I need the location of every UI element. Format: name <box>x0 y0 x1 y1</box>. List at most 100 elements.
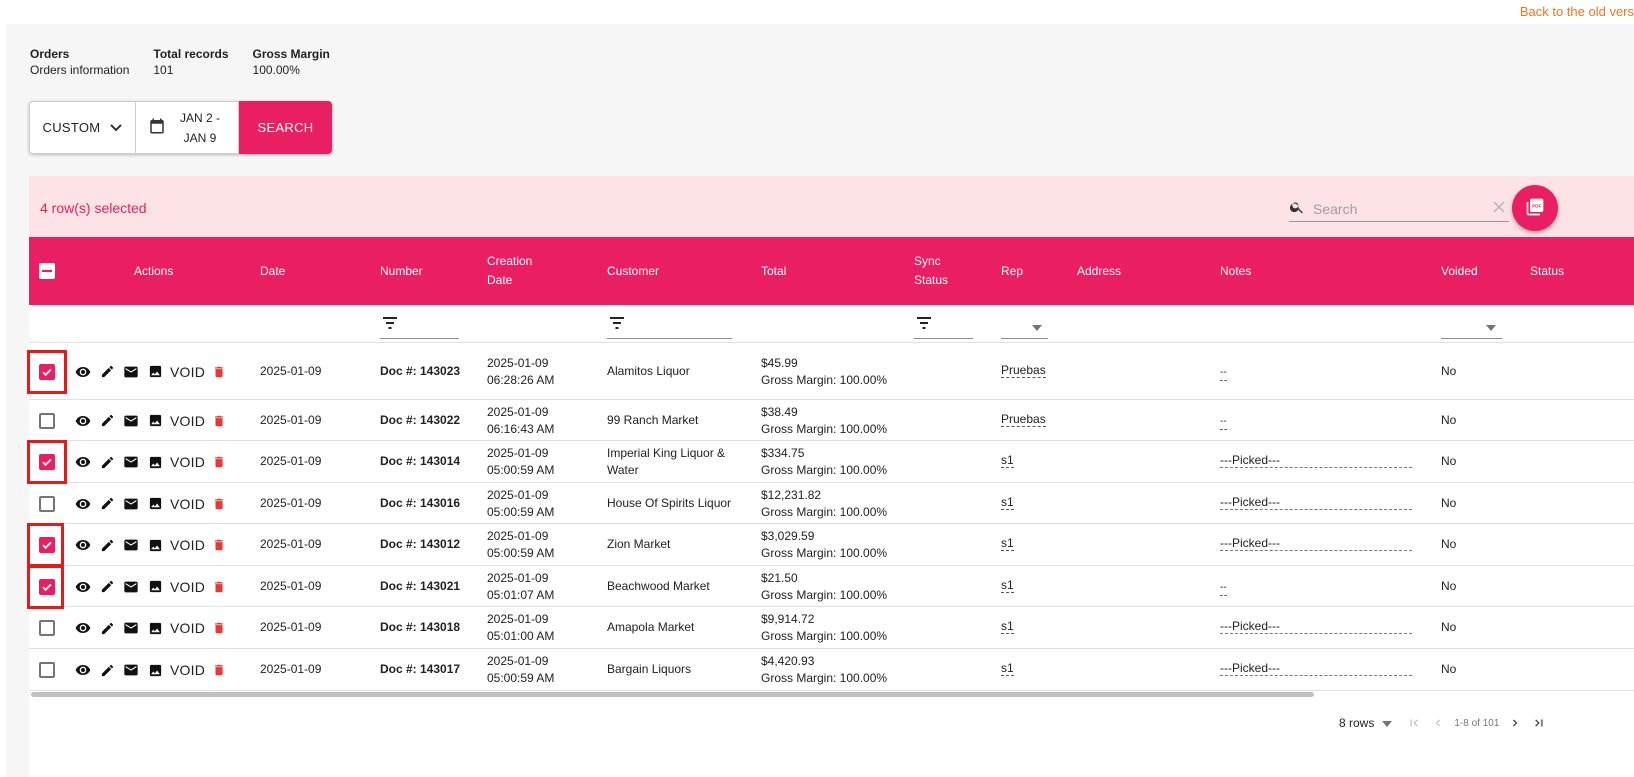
rep-value[interactable]: s1 <box>1001 494 1014 510</box>
notes-value[interactable]: -- <box>1220 415 1227 430</box>
rep-value[interactable]: Pruebas <box>1001 362 1046 378</box>
rep-value[interactable]: s1 <box>1001 661 1014 676</box>
edit-icon[interactable] <box>95 492 119 516</box>
date-range-picker[interactable]: JAN 2 - JAN 9 <box>135 101 239 154</box>
delete-icon[interactable] <box>207 575 231 599</box>
delete-icon[interactable] <box>207 450 231 474</box>
col-number[interactable]: Number <box>380 263 423 278</box>
col-total[interactable]: Total <box>761 263 787 278</box>
table-row[interactable] <box>29 524 1634 566</box>
void-button[interactable]: VOID <box>170 363 206 380</box>
cell-number[interactable]: Doc #: 143017 <box>380 662 461 676</box>
edit-icon[interactable] <box>95 409 119 433</box>
cell-number[interactable]: Doc #: 143016 <box>380 495 461 510</box>
back-to-old-version-link[interactable]: Back to the old vers <box>1519 4 1634 19</box>
cell-number[interactable]: Doc #: 143018 <box>380 620 461 634</box>
notes-value[interactable]: -- <box>1220 581 1227 596</box>
col-address[interactable]: Address <box>1077 263 1122 278</box>
edit-icon[interactable] <box>95 450 119 474</box>
row-checkbox[interactable] <box>39 495 55 512</box>
cell-rep[interactable]: s1 <box>1001 453 1014 468</box>
view-icon[interactable] <box>71 575 95 599</box>
voided-filter-select[interactable] <box>1441 314 1502 339</box>
cell-number[interactable]: Doc #: 143022 <box>380 412 461 427</box>
col-creation-date[interactable]: Creation Date <box>487 237 532 305</box>
select-all-checkbox[interactable] <box>39 237 55 305</box>
col-customer[interactable]: Customer <box>607 263 660 278</box>
delete-icon[interactable] <box>207 360 231 384</box>
edit-icon[interactable] <box>95 533 119 557</box>
view-icon[interactable] <box>71 492 95 516</box>
edit-icon[interactable] <box>95 616 119 640</box>
view-icon[interactable] <box>71 409 95 433</box>
image-icon[interactable] <box>143 409 167 433</box>
cell-rep[interactable]: Pruebas <box>1001 363 1046 378</box>
cell-notes[interactable]: ---Picked--- <box>1220 619 1412 634</box>
delete-icon[interactable] <box>207 492 231 516</box>
image-icon[interactable] <box>143 575 167 599</box>
image-icon[interactable] <box>143 616 167 640</box>
last-page-icon[interactable] <box>1527 711 1551 735</box>
email-icon[interactable] <box>119 575 143 599</box>
cell-notes[interactable]: -- <box>1220 366 1227 381</box>
col-voided[interactable]: Voided <box>1441 263 1478 278</box>
cell-notes[interactable]: -- <box>1220 581 1227 596</box>
void-button[interactable]: VOID <box>170 495 206 512</box>
image-icon[interactable] <box>143 492 167 516</box>
number-filter[interactable] <box>380 314 459 339</box>
row-checkbox[interactable] <box>39 412 55 429</box>
notes-value[interactable]: ---Picked--- <box>1220 495 1412 510</box>
delete-icon[interactable] <box>207 658 231 682</box>
view-icon[interactable] <box>71 360 95 384</box>
cell-number[interactable]: Doc #: 143014 <box>380 454 461 468</box>
view-icon[interactable] <box>71 658 95 682</box>
dropdown-arrow-icon[interactable] <box>1382 716 1393 730</box>
table-row[interactable] <box>29 483 1634 524</box>
table-row[interactable] <box>29 441 1634 483</box>
delete-icon[interactable] <box>207 533 231 557</box>
cell-rep[interactable]: Pruebas <box>1001 412 1046 427</box>
row-checkbox[interactable] <box>39 363 55 380</box>
delete-icon[interactable] <box>207 616 231 640</box>
table-row[interactable] <box>29 400 1634 441</box>
rep-value[interactable]: s1 <box>1001 536 1014 551</box>
email-icon[interactable] <box>119 533 143 557</box>
void-button[interactable]: VOID <box>170 662 206 678</box>
notes-value[interactable]: ---Picked--- <box>1220 661 1412 676</box>
next-page-icon[interactable] <box>1503 711 1527 735</box>
edit-icon[interactable] <box>95 575 119 599</box>
notes-value[interactable]: ---Picked--- <box>1220 453 1412 468</box>
range-select[interactable]: CUSTOM <box>29 101 135 154</box>
row-checkbox[interactable] <box>39 454 55 470</box>
cell-rep[interactable]: s1 <box>1001 661 1014 676</box>
rep-value[interactable]: Pruebas <box>1001 411 1046 427</box>
cell-notes[interactable]: ---Picked--- <box>1220 661 1412 676</box>
cell-rep[interactable]: s1 <box>1001 536 1014 551</box>
rep-value[interactable]: s1 <box>1001 453 1014 468</box>
cell-notes[interactable]: ---Picked--- <box>1220 495 1412 510</box>
void-button[interactable]: VOID <box>170 578 206 595</box>
cell-rep[interactable]: s1 <box>1001 619 1014 634</box>
table-row[interactable] <box>29 343 1634 400</box>
horizontal-scrollbar[interactable] <box>31 692 1314 697</box>
cell-notes[interactable]: ---Picked--- <box>1220 536 1412 551</box>
cell-number[interactable]: Doc #: 143021 <box>380 578 461 593</box>
cell-rep[interactable]: s1 <box>1001 495 1014 510</box>
col-rep[interactable]: Rep <box>1001 263 1024 278</box>
delete-icon[interactable] <box>207 409 231 433</box>
rep-filter-select[interactable] <box>1001 314 1048 339</box>
view-icon[interactable] <box>71 533 95 557</box>
col-status[interactable]: Status <box>1530 263 1565 278</box>
view-icon[interactable] <box>71 616 95 640</box>
rep-value[interactable]: s1 <box>1001 619 1014 634</box>
view-icon[interactable] <box>71 450 95 474</box>
cell-notes[interactable]: ---Picked--- <box>1220 453 1412 468</box>
notes-value[interactable]: ---Picked--- <box>1220 619 1412 634</box>
edit-icon[interactable] <box>95 360 119 384</box>
rows-per-page-select[interactable]: 8 rows <box>1339 716 1375 730</box>
void-button[interactable]: VOID <box>170 412 206 429</box>
row-checkbox[interactable] <box>39 578 55 595</box>
email-icon[interactable] <box>119 360 143 384</box>
edit-icon[interactable] <box>95 658 119 682</box>
void-button[interactable]: VOID <box>170 620 206 636</box>
